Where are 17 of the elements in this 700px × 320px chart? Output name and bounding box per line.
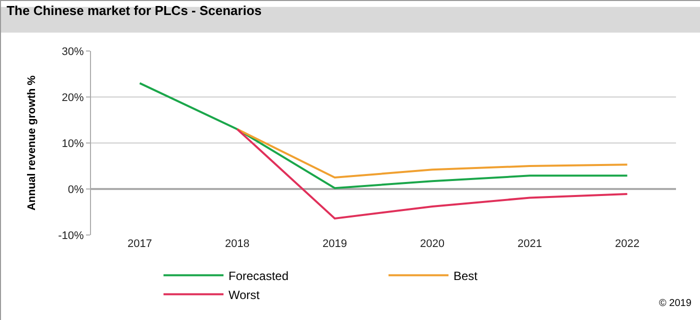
y-tick-label: 20% — [62, 92, 84, 104]
y-tick-label: 30% — [62, 46, 84, 58]
y-tick-label: 0% — [68, 184, 84, 196]
legend-label: Worst — [228, 288, 260, 302]
x-tick-label: 2019 — [322, 238, 347, 250]
x-tick-label: 2017 — [128, 238, 152, 250]
legend-label: Best — [454, 268, 478, 283]
chart-title: The Chinese market for PLCs - Scenarios — [6, 2, 262, 18]
y-tick-label: 10% — [62, 138, 84, 150]
x-tick-label: 2021 — [518, 238, 542, 250]
x-tick-label: 2018 — [225, 238, 250, 250]
x-tick-label: 2020 — [420, 238, 444, 250]
legend-label: Forecasted — [228, 268, 289, 283]
y-tick-label: -10% — [58, 230, 84, 242]
text: © 2019 — [659, 298, 692, 309]
y-axis-title: Annual revenue growth % — [26, 75, 38, 211]
x-tick-label: 2022 — [615, 238, 640, 250]
